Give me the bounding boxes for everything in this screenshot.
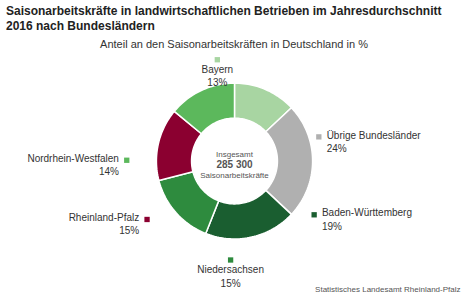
- html-text:Saisonarbeitskräfte in landwir: Saisonarbeitskräfte in landwirtschaftlic…: [6, 4, 442, 33]
- svg-text:24%: 24%: [327, 143, 347, 154]
- svg-text:Niedersachsen: Niedersachsen: [197, 264, 264, 275]
- svg-text:Bayern: Bayern: [201, 64, 233, 75]
- svg-text:14%: 14%: [99, 166, 119, 177]
- svg-text:Übrige Bundesländer: Übrige Bundesländer: [327, 130, 422, 141]
- svg-text:Insgesamt: Insgesamt: [216, 150, 254, 159]
- svg-text:13%: 13%: [207, 77, 227, 88]
- svg-text:Nordrhein-Westfalen: Nordrhein-Westfalen: [27, 153, 119, 164]
- html-text:Anteil an den Saisonarbeitskrä: Anteil an den Saisonarbeitskräften in De…: [100, 38, 368, 50]
- svg-text:Statistisches Landesamt Rheinl: Statistisches Landesamt Rheinland-Pfalz: [315, 285, 460, 294]
- svg-text:Saisonarbeitskräfte: Saisonarbeitskräfte: [200, 171, 269, 180]
- svg-text:285 300: 285 300: [216, 159, 253, 170]
- svg-text:15%: 15%: [221, 278, 241, 289]
- svg-text:Baden-Württemberg: Baden-Württemberg: [322, 207, 412, 218]
- svg-text:19%: 19%: [322, 221, 342, 232]
- svg-text:Rheinland-Pfalz: Rheinland-Pfalz: [69, 212, 140, 223]
- svg-text:15%: 15%: [119, 225, 139, 236]
